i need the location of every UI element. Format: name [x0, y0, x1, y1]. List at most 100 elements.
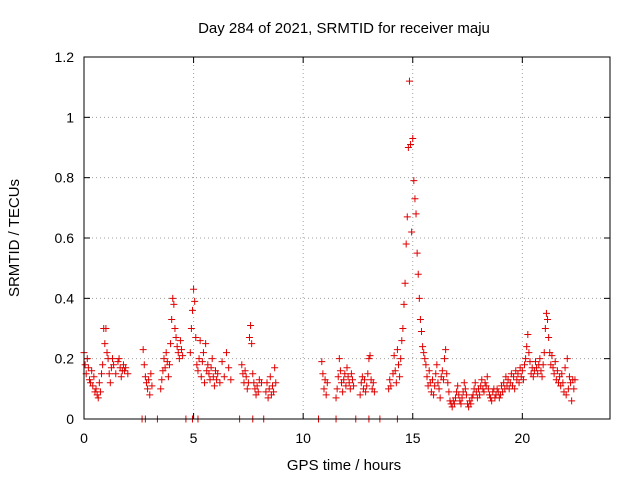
data-point [441, 355, 449, 363]
data-point [361, 376, 369, 384]
data-point [525, 349, 533, 357]
data-point [266, 373, 274, 381]
data-point [342, 382, 350, 390]
data-point [500, 379, 508, 387]
data-point [391, 367, 399, 375]
data-point [443, 370, 451, 378]
data-point [245, 334, 253, 342]
data-point [398, 337, 406, 345]
data-point [161, 364, 169, 372]
data-point [534, 370, 542, 378]
data-point [102, 325, 110, 332]
data-point [139, 346, 147, 354]
data-point [88, 367, 96, 375]
data-point [81, 361, 89, 369]
data-point [356, 391, 364, 399]
y-tick-label: 0.4 [55, 290, 75, 306]
data-point [419, 343, 427, 351]
data-point [249, 370, 257, 378]
data-point [495, 394, 503, 402]
data-point [319, 370, 327, 378]
data-point [364, 370, 372, 378]
data-point [318, 358, 326, 366]
data-point [250, 379, 258, 387]
data-point [115, 355, 123, 363]
data-point [511, 385, 519, 393]
data-point [222, 349, 230, 357]
data-point [444, 379, 452, 387]
data-point [272, 379, 280, 387]
data-point [263, 379, 271, 387]
data-point [85, 376, 93, 384]
data-point [323, 379, 331, 387]
data-point [476, 391, 484, 399]
data-point [493, 385, 501, 393]
data-point [396, 373, 404, 381]
data-point [197, 373, 205, 381]
data-point [148, 382, 156, 390]
data-point [369, 379, 377, 387]
data-point [408, 228, 416, 236]
grid [84, 57, 610, 419]
data-point [350, 382, 358, 390]
data-point [145, 376, 153, 384]
data-point [90, 373, 98, 381]
data-point [458, 394, 466, 402]
data-point [95, 379, 103, 387]
data-point [201, 379, 209, 387]
data-point [146, 391, 154, 399]
data-point [363, 382, 371, 390]
data-point [529, 373, 537, 381]
data-point [536, 355, 544, 363]
data-point [524, 331, 532, 339]
data-point [522, 355, 530, 363]
data-point [167, 340, 175, 348]
data-point [96, 388, 104, 396]
data-point [455, 391, 463, 399]
data-point [531, 358, 539, 366]
data-point [370, 388, 378, 396]
data-point [320, 385, 328, 393]
data-point [405, 77, 413, 85]
data-point [550, 370, 558, 378]
data-point [264, 394, 272, 402]
data-point [366, 352, 374, 360]
data-point [558, 370, 566, 378]
data-point [208, 355, 216, 363]
data-point [172, 334, 180, 342]
y-tick-label: 0 [66, 411, 74, 427]
data-point [122, 364, 130, 372]
data-point [480, 388, 488, 396]
data-point [92, 385, 100, 393]
data-point [565, 373, 573, 381]
data-point [545, 334, 553, 342]
data-point [196, 337, 204, 345]
data-point [365, 355, 373, 363]
data-point [548, 352, 556, 360]
data-point [94, 394, 102, 402]
data-point [407, 140, 415, 148]
data-point [225, 364, 233, 372]
data-point [542, 309, 550, 317]
data-point [268, 382, 276, 390]
data-point [207, 364, 215, 372]
data-point [430, 391, 438, 399]
data-point [209, 373, 217, 381]
chart-title: Day 284 of 2021, SRMTID for receiver maj… [198, 20, 490, 37]
data-point [515, 379, 523, 387]
data-point [483, 373, 491, 381]
data-point [89, 382, 97, 390]
data-point [99, 361, 107, 369]
y-tick-label: 1.2 [55, 49, 75, 65]
data-point [544, 315, 552, 323]
data-point [551, 358, 559, 366]
data-point [103, 349, 111, 357]
data-point [121, 367, 129, 375]
data-point [124, 370, 132, 378]
data-point [322, 391, 330, 399]
data-point [523, 343, 531, 351]
data-point [210, 382, 218, 390]
data-point [334, 373, 342, 381]
data-point [421, 355, 429, 363]
